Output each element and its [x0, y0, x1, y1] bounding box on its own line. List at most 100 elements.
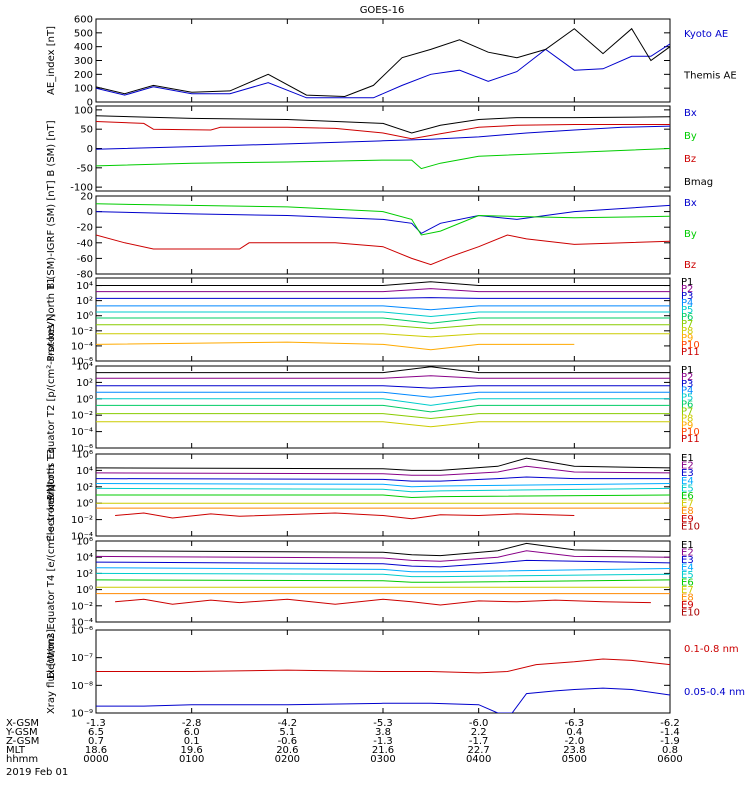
legend-entry: P3 — [681, 379, 693, 390]
y-tick-label: 10² — [76, 482, 93, 493]
date-label: 2019 Feb 01 — [6, 767, 68, 778]
legend-entry: P11 — [681, 434, 700, 445]
series-line-by — [96, 203, 670, 236]
y-axis-label: Protons North T1 — [46, 277, 57, 361]
ephemeris-value: 20.6 — [276, 745, 298, 756]
legend-entry: 0.1-0.8 nm — [684, 644, 739, 655]
y-axis-label: Xray flux [W/m2] — [46, 629, 57, 714]
panel-bsm: 100 50 0 -50 -100 B (SM) [nT] Bx By Bz Bmag — [46, 105, 713, 193]
ephemeris-value: -1.3 — [373, 736, 393, 747]
legend-entry: E7 — [681, 499, 694, 510]
series-line-p4 — [96, 305, 670, 311]
legend-entry: E10 — [681, 608, 700, 619]
ephemeris-value: 0200 — [275, 754, 300, 765]
legend-entry: P2 — [681, 372, 693, 383]
y-tick-label: 0 — [87, 98, 93, 109]
series-line-bz — [96, 121, 670, 140]
series-line-e9 — [115, 598, 651, 606]
series-line-e4 — [96, 567, 670, 573]
legend-entry: P10 — [681, 427, 700, 438]
series-line-p6 — [96, 404, 670, 413]
legend-entry: Kyoto AE — [684, 29, 728, 40]
legend-entry: Bx — [684, 198, 697, 209]
y-tick-label: 10⁶ — [76, 537, 93, 548]
panel-frame — [95, 195, 671, 275]
ephemeris-value: -2.0 — [565, 736, 585, 747]
series-line-p5 — [96, 311, 670, 318]
series-line-e3 — [96, 476, 670, 482]
legend-entry: P1 — [681, 365, 693, 376]
y-tick-label: 10⁰ — [76, 311, 93, 322]
legend-entry: E2 — [681, 461, 694, 472]
legend-entry: E6 — [681, 578, 694, 589]
series-line-p8 — [96, 421, 670, 428]
series-line-by — [96, 148, 670, 170]
y-axis-label: AE_index [nT] — [46, 26, 57, 95]
ephemeris-value: 0.7 — [88, 736, 104, 747]
y-tick-label: 10⁰ — [76, 499, 93, 510]
series-line-p9 — [96, 341, 575, 351]
y-tick-label: 10⁻² — [71, 411, 93, 422]
ephemeris-value: 0000 — [83, 754, 108, 765]
legend-entry: P4 — [681, 386, 693, 397]
legend-entry: E8 — [681, 593, 694, 604]
y-tick-label: 500 — [74, 28, 93, 39]
legend-entry: P5 — [681, 305, 693, 316]
series-line-p2 — [96, 288, 670, 293]
legend-entry: By — [684, 131, 697, 142]
y-tick-label: 10⁴ — [76, 553, 93, 564]
legend-entry: Bx — [684, 108, 697, 119]
series-line-e3 — [96, 559, 670, 568]
legend-entry: P9 — [681, 333, 693, 344]
y-tick-label: 10² — [76, 569, 93, 580]
y-axis-label: B (SM)-IGRF (SM) [nT] — [46, 180, 57, 289]
panel-frame — [95, 277, 671, 362]
legend-entry: E9 — [681, 514, 694, 525]
y-tick-label: 10⁴ — [76, 281, 93, 292]
series-line-p3 — [96, 297, 670, 299]
panel-frame — [95, 540, 671, 623]
ephemeris-row-label: MLT — [6, 745, 26, 756]
legend-entry: P1 — [681, 277, 693, 288]
plot-title: GOES-16 — [360, 5, 405, 16]
ephemeris-value: 0300 — [370, 754, 395, 765]
ephemeris-value: 23.8 — [563, 745, 585, 756]
ephemeris-value: 3.8 — [375, 727, 391, 738]
legend-entry: P8 — [681, 413, 693, 424]
y-tick-label: 10⁰ — [76, 394, 93, 405]
legend-entry: E2 — [681, 548, 694, 559]
ephemeris-value: 19.6 — [181, 745, 203, 756]
legend-entry: P8 — [681, 326, 693, 337]
panel-ae: 0 100 200 300 400 500 600 AE_index [nT] Kyoto AE… — [46, 15, 737, 109]
ephemeris-value: -2.8 — [182, 718, 202, 729]
y-tick-label: 10⁻² — [71, 601, 93, 612]
legend-entry: E4 — [681, 476, 694, 487]
legend-entry: E10 — [681, 521, 700, 532]
ephemeris-value: -1.9 — [660, 736, 680, 747]
y-tick-label: 200 — [74, 70, 93, 81]
legend-entry: P9 — [681, 420, 693, 431]
y-tick-label: 10⁻⁴ — [71, 341, 93, 352]
y-tick-label: -100 — [70, 183, 93, 194]
series-line-p8 — [96, 333, 670, 338]
y-tick-label: 10⁴ — [76, 362, 93, 373]
y-tick-label: -20 — [77, 223, 93, 234]
series-line-e4 — [96, 483, 670, 488]
ephemeris-value: 0400 — [466, 754, 491, 765]
legend-entry: E7 — [681, 585, 694, 596]
panel-frame — [95, 18, 671, 103]
y-tick-label: 10⁻⁴ — [71, 618, 93, 629]
series-line-p5 — [96, 398, 670, 406]
legend-entry: 0.05-0.4 nm — [684, 687, 745, 698]
y-tick-label: -50 — [77, 163, 93, 174]
ephemeris-value: 0.8 — [662, 745, 678, 756]
y-tick-label: 10² — [76, 378, 93, 389]
ephemeris-value: -6.2 — [660, 718, 680, 729]
series-line-kyoto-ae — [96, 43, 670, 99]
panel-en: 10⁶ 10⁴ 10² 10⁰ 10⁻² 10⁻⁴ Electrons North T3 E1… — [46, 448, 700, 542]
series-line-e6 — [96, 579, 670, 583]
legend-entry: P6 — [681, 312, 693, 323]
y-tick-label: 600 — [74, 15, 93, 26]
series-line-0-05-0-4-nm — [96, 687, 670, 713]
